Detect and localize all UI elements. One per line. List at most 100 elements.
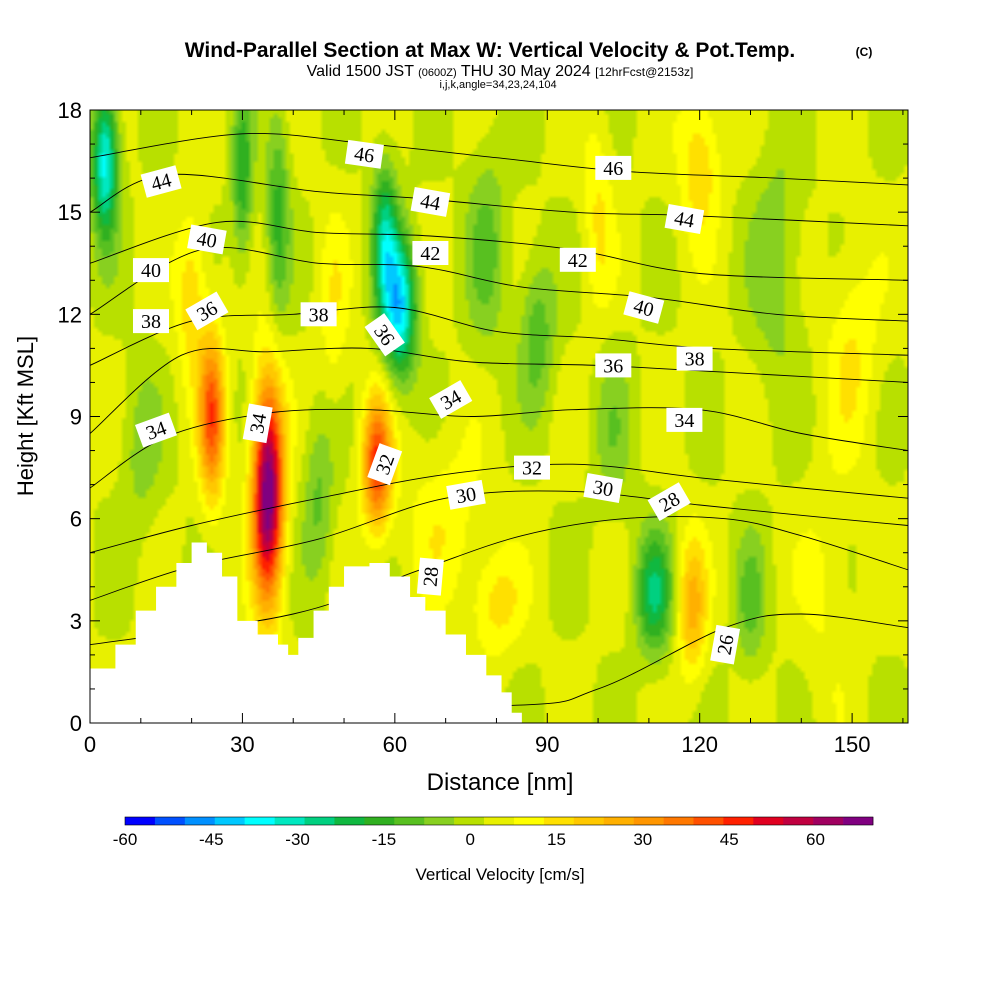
isentrope-32: [90, 463, 908, 554]
contour-label-text: 26: [714, 633, 739, 657]
colorbar-swatch: [484, 817, 515, 825]
contour-label-box: [410, 186, 451, 217]
y-tick-label: 6: [70, 507, 82, 532]
contour-label: 40: [133, 258, 169, 283]
contour-label-text: 44: [418, 190, 442, 215]
chart-subtitle-2: i,j,k,angle=34,23,24,104: [439, 79, 556, 91]
contour-label-text: 40: [141, 260, 161, 282]
colorbar-swatch: [394, 817, 425, 825]
contour-label-text: 38: [141, 311, 161, 333]
contour-label: 38: [133, 309, 169, 334]
x-tick-label: 90: [535, 732, 559, 757]
subtitle-utc: (0600Z): [418, 67, 457, 79]
contour-label: 38: [676, 346, 713, 371]
terrain-mask: [90, 542, 522, 723]
contour-label-box: [710, 624, 741, 665]
colorbar-tick-label: 15: [547, 830, 566, 849]
contour-label-box: [666, 407, 703, 432]
contour-label-box: [514, 455, 550, 480]
colorbar-tick-label: -15: [372, 830, 397, 849]
x-axis-ticks: 0 30 60 90 120 150: [84, 110, 904, 757]
contour-label: 36: [595, 353, 632, 378]
colorbar-tick-label: 60: [806, 830, 825, 849]
isentrope-28: [90, 516, 908, 646]
colorbar-swatch: [723, 817, 754, 825]
colorbar-swatch: [663, 817, 694, 825]
contour-label: 46: [595, 155, 632, 180]
colorbar-swatch: [603, 817, 634, 825]
contour-label-text: 34: [674, 410, 694, 432]
x-tick-label: 120: [681, 732, 718, 757]
colorbar-swatch: [813, 817, 844, 825]
contour-label-box: [367, 443, 403, 486]
colorbar: [124, 816, 874, 826]
contour-label-box: [187, 224, 227, 255]
contour-label-box: [412, 241, 449, 265]
subtitle-valid: Valid 1500 JST: [307, 63, 418, 80]
contour-label-box: [185, 291, 229, 331]
contour-label: 30: [583, 473, 624, 503]
contour-label: 26: [710, 624, 741, 665]
contour-label: 28: [416, 557, 444, 596]
y-tick-label: 15: [58, 200, 82, 225]
colorbar-swatch: [125, 817, 156, 825]
contour-label-text: 30: [591, 476, 615, 501]
contour-label-box: [664, 204, 705, 234]
contour-label-box: [446, 479, 486, 510]
contour-label-text: 34: [246, 412, 271, 436]
isentrope-46: [90, 133, 908, 186]
chart-subtitle: Valid 1500 JST (0600Z) THU 30 May 2024 […: [307, 63, 694, 80]
x-axis-label: Distance [nm]: [427, 769, 574, 796]
colorbar-frame: [124, 816, 874, 826]
y-tick-label: 0: [70, 711, 82, 736]
colorbar-swatch: [364, 817, 395, 825]
isentrope-42: [90, 220, 908, 281]
y-axis-ticks: 0 36 9 12 15 18: [58, 98, 908, 736]
y-tick-label: 18: [58, 98, 82, 123]
colorbar-swatch: [274, 817, 305, 825]
x-tick-label: 150: [834, 732, 871, 757]
contour-label-text: 42: [420, 243, 440, 265]
contour-label-box: [134, 412, 178, 448]
contour-label: 40: [187, 224, 227, 255]
colorbar-swatch: [244, 817, 275, 825]
colorbar-swatch: [454, 817, 485, 825]
colorbar-swatch: [513, 817, 545, 825]
contour-label-box: [583, 473, 624, 503]
contour-label: 44: [664, 204, 705, 234]
isentrope-36: [90, 347, 908, 434]
x-tick-label: 30: [230, 732, 254, 757]
contour-label-text: 40: [195, 228, 219, 253]
contour-label-text: 38: [685, 349, 705, 371]
contour-label-box: [416, 557, 444, 596]
y-tick-label: 9: [70, 405, 82, 430]
subtitle-forecast: [12hrFcst@2153z]: [595, 65, 693, 79]
y-tick-label: 12: [58, 302, 82, 327]
contour-label-box: [595, 155, 632, 180]
contour-label-text: 36: [603, 355, 623, 377]
contour-label: 44: [410, 186, 451, 217]
isentrope-34: [90, 407, 908, 489]
x-tick-label: 60: [383, 732, 407, 757]
contour-label-box: [647, 482, 691, 521]
contour-label-box: [344, 139, 384, 169]
contour-label-box: [133, 258, 169, 283]
colorbar-swatch: [633, 817, 664, 825]
contour-label-box: [623, 291, 665, 324]
contour-label: 30: [446, 479, 486, 510]
contour-label: 34: [666, 407, 703, 432]
contour-label-box: [242, 403, 273, 444]
colorbar-ticks: -60 -45 -30 -15 0 15 30 45 60: [113, 830, 825, 849]
contour-label-text: 30: [454, 483, 478, 508]
colorbar-tick-label: 0: [465, 830, 474, 849]
colorbar-tick-label: -30: [285, 830, 310, 849]
contour-label-box: [676, 346, 713, 371]
colorbar-swatch: [424, 817, 455, 825]
copyright-mark: (C): [856, 45, 873, 59]
colorbar-swatch: [843, 817, 874, 825]
colorbar-swatch: [753, 817, 784, 825]
contour-label-text: 32: [522, 458, 542, 480]
colorbar-tick-label: -60: [113, 830, 138, 849]
